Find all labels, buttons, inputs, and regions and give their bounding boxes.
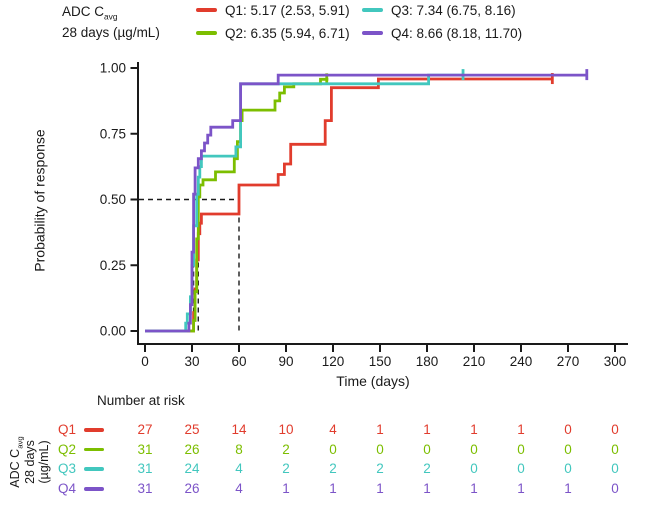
y-tick-label: 0.75 [100, 126, 126, 141]
y-tick-label: 0.25 [100, 258, 126, 273]
risk-count-Q1-30d: 25 [184, 422, 200, 437]
risk-row-label-Q1: Q1 [58, 422, 77, 437]
risk-count-Q4-30d: 26 [184, 481, 200, 496]
legend-title: ADC Cavg 28 days (µg/mL) [62, 1, 160, 43]
legend-item-Q4: Q4: 8.66 (8.18, 11.70) [362, 24, 522, 42]
risk-count-Q3-300d: 0 [611, 461, 619, 477]
risk-row-swatch-Q2 [84, 447, 104, 452]
risk-count-Q4-180d: 1 [423, 481, 431, 496]
legend-title-subscript: avg [104, 11, 118, 22]
risk-row-Q1: Q1 27 25 14 10 4 1 1 1 1 0 0 [0, 421, 646, 439]
legend-label-Q1: Q1: 5.17 (2.53, 5.91) [225, 2, 350, 18]
risk-count-Q1-240d: 1 [517, 422, 525, 437]
x-tick-label: 300 [604, 354, 627, 369]
risk-count-Q2-90d: 2 [282, 441, 290, 457]
risk-count-Q4-240d: 1 [517, 481, 525, 496]
legend-label-Q3: Q3: 7.34 (6.75, 8.16) [391, 2, 516, 18]
risk-row-swatch-Q4 [84, 487, 104, 491]
risk-count-Q3-60d: 4 [235, 461, 243, 477]
risk-row-label-Q3: Q3 [58, 461, 77, 477]
risk-count-Q1-120d: 4 [329, 422, 337, 437]
risk-table-header: Number at risk [97, 393, 185, 408]
x-tick-label: 150 [369, 354, 392, 369]
risk-count-Q2-30d: 26 [184, 441, 200, 457]
risk-count-Q1-300d: 0 [611, 422, 619, 437]
risk-count-Q2-240d: 0 [517, 441, 525, 457]
x-tick-label: 90 [278, 354, 293, 369]
x-tick-label: 60 [231, 354, 246, 369]
risk-count-Q2-60d: 8 [235, 441, 243, 457]
risk-count-Q4-0d: 31 [137, 481, 153, 496]
series-Q4-curve [145, 73, 587, 333]
series-Q2-curve [145, 77, 329, 333]
y-tick-label: 0.50 [100, 192, 126, 207]
x-axis-label: Time (days) [336, 373, 410, 389]
risk-count-Q2-180d: 0 [423, 441, 431, 457]
risk-count-Q2-0d: 31 [137, 441, 153, 457]
risk-count-Q4-60d: 4 [235, 481, 243, 496]
risk-count-Q2-150d: 0 [376, 441, 384, 457]
series-Q1-curve [145, 77, 553, 333]
x-tick-label: 270 [557, 354, 580, 369]
y-tick-label: 0.00 [100, 324, 126, 339]
risk-row-Q4: Q4 31 26 4 1 1 1 1 1 1 1 0 [0, 480, 646, 498]
risk-row-Q3: Q3 31 24 4 2 2 2 2 0 0 0 0 [0, 460, 646, 478]
risk-count-Q3-210d: 0 [470, 461, 478, 477]
risk-count-Q3-180d: 2 [423, 461, 431, 477]
x-tick-label: 30 [184, 354, 199, 369]
legend-swatch-Q2 [196, 31, 217, 35]
risk-count-Q1-0d: 27 [137, 422, 153, 437]
risk-count-Q4-90d: 1 [282, 481, 290, 496]
legend-swatch-Q1 [196, 8, 217, 12]
risk-count-Q1-270d: 0 [564, 422, 572, 437]
series-Q3-curve [145, 73, 463, 333]
legend-label-Q4: Q4: 8.66 (8.18, 11.70) [391, 25, 523, 41]
risk-count-Q3-150d: 2 [376, 461, 384, 477]
risk-count-Q2-270d: 0 [564, 441, 572, 457]
risk-row-label-Q4: Q4 [58, 481, 77, 496]
legend-item-Q1: Q1: 5.17 (2.53, 5.91) [196, 1, 350, 19]
risk-count-Q2-120d: 0 [329, 441, 337, 457]
risk-count-Q4-150d: 1 [376, 481, 384, 496]
x-tick-label: 180 [416, 354, 439, 369]
x-tick-label: 0 [141, 354, 149, 369]
risk-count-Q3-0d: 31 [137, 461, 153, 477]
x-tick-label: 240 [510, 354, 533, 369]
risk-row-swatch-Q3 [84, 467, 104, 471]
risk-count-Q4-270d: 1 [564, 481, 572, 496]
legend-swatch-Q4 [362, 31, 383, 35]
risk-count-Q1-150d: 1 [376, 422, 384, 437]
risk-row-swatch-Q1 [84, 428, 104, 432]
risk-count-Q3-240d: 0 [517, 461, 525, 477]
risk-count-Q2-210d: 0 [470, 441, 478, 457]
risk-count-Q4-300d: 0 [611, 481, 619, 496]
risk-count-Q3-120d: 2 [329, 461, 337, 477]
risk-count-Q2-300d: 0 [611, 441, 619, 457]
x-tick-label: 120 [322, 354, 345, 369]
risk-count-Q4-120d: 1 [329, 481, 337, 496]
legend-title-line1: ADC Cavg [62, 4, 118, 22]
legend-item-Q2: Q2: 6.35 (5.94, 6.71) [196, 24, 350, 42]
risk-count-Q3-270d: 0 [564, 461, 572, 477]
y-tick-label: 1.00 [100, 61, 126, 76]
risk-row-label-Q2: Q2 [58, 441, 77, 457]
legend-swatch-Q3 [362, 8, 383, 12]
legend-title-line2: 28 days (µg/mL) [62, 25, 160, 40]
risk-count-Q3-30d: 24 [184, 461, 200, 477]
risk-count-Q1-60d: 14 [231, 422, 247, 437]
risk-row-Q2: Q2 31 26 8 2 0 0 0 0 0 0 0 [0, 441, 646, 459]
x-tick-label: 210 [463, 354, 486, 369]
risk-count-Q1-180d: 1 [423, 422, 431, 437]
legend-item-Q3: Q3: 7.34 (6.75, 8.16) [362, 1, 516, 19]
risk-count-Q1-90d: 10 [278, 422, 294, 437]
risk-count-Q4-210d: 1 [470, 481, 478, 496]
risk-count-Q1-210d: 1 [470, 422, 478, 437]
risk-count-Q3-90d: 2 [282, 461, 290, 477]
legend-label-Q2: Q2: 6.35 (5.94, 6.71) [225, 25, 350, 41]
